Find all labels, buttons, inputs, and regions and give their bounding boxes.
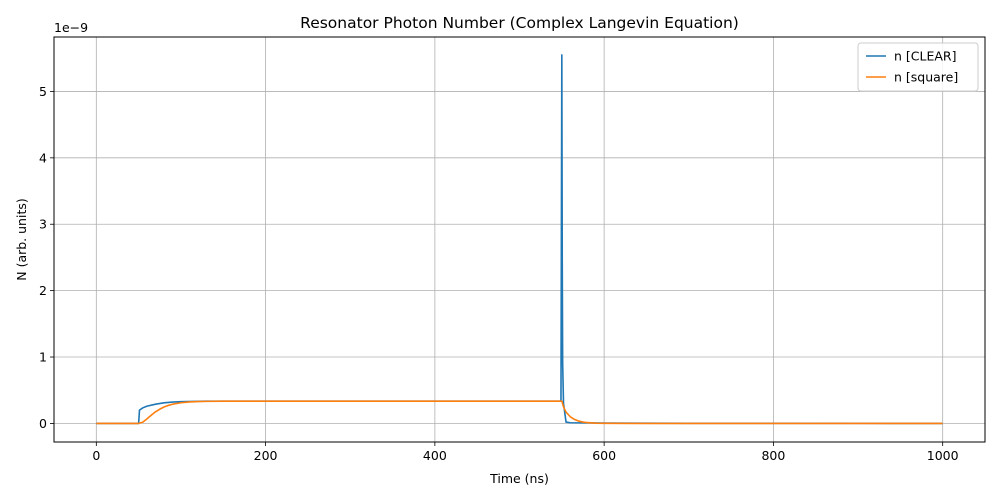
x-tick-label: 1000 bbox=[927, 448, 959, 463]
legend-label: n [CLEAR] bbox=[894, 49, 956, 64]
y-tick-label: 4 bbox=[39, 150, 47, 165]
x-axis-label: Time (ns) bbox=[489, 471, 549, 486]
y-tick-label: 1 bbox=[39, 350, 47, 365]
grid bbox=[54, 37, 985, 442]
y-axis-label: N (arb. units) bbox=[14, 198, 29, 281]
legend: n [CLEAR] n [square] bbox=[857, 42, 979, 92]
y-tick-label: 3 bbox=[39, 217, 47, 232]
y-tick-label: 0 bbox=[39, 416, 47, 431]
series-line-square bbox=[96, 400, 943, 425]
x-tick-label: 600 bbox=[592, 448, 616, 463]
ticks: 0 200 400 600 800 1000 0 1 2 3 4 5 bbox=[39, 84, 959, 463]
x-tick-label: 0 bbox=[92, 448, 100, 463]
y-tick-label: 5 bbox=[39, 84, 47, 99]
legend-box bbox=[857, 42, 979, 92]
plot-frame bbox=[53, 36, 986, 443]
x-tick-label: 400 bbox=[423, 448, 447, 463]
legend-label: n [square] bbox=[894, 70, 958, 85]
y-tick-label: 2 bbox=[39, 283, 47, 298]
series-lines bbox=[96, 54, 943, 425]
x-tick-label: 200 bbox=[254, 448, 278, 463]
chart-title: Resonator Photon Number (Complex Langevi… bbox=[300, 14, 739, 32]
x-tick-label: 800 bbox=[761, 448, 785, 463]
y-scale-offset-label: 1e−9 bbox=[54, 20, 88, 35]
